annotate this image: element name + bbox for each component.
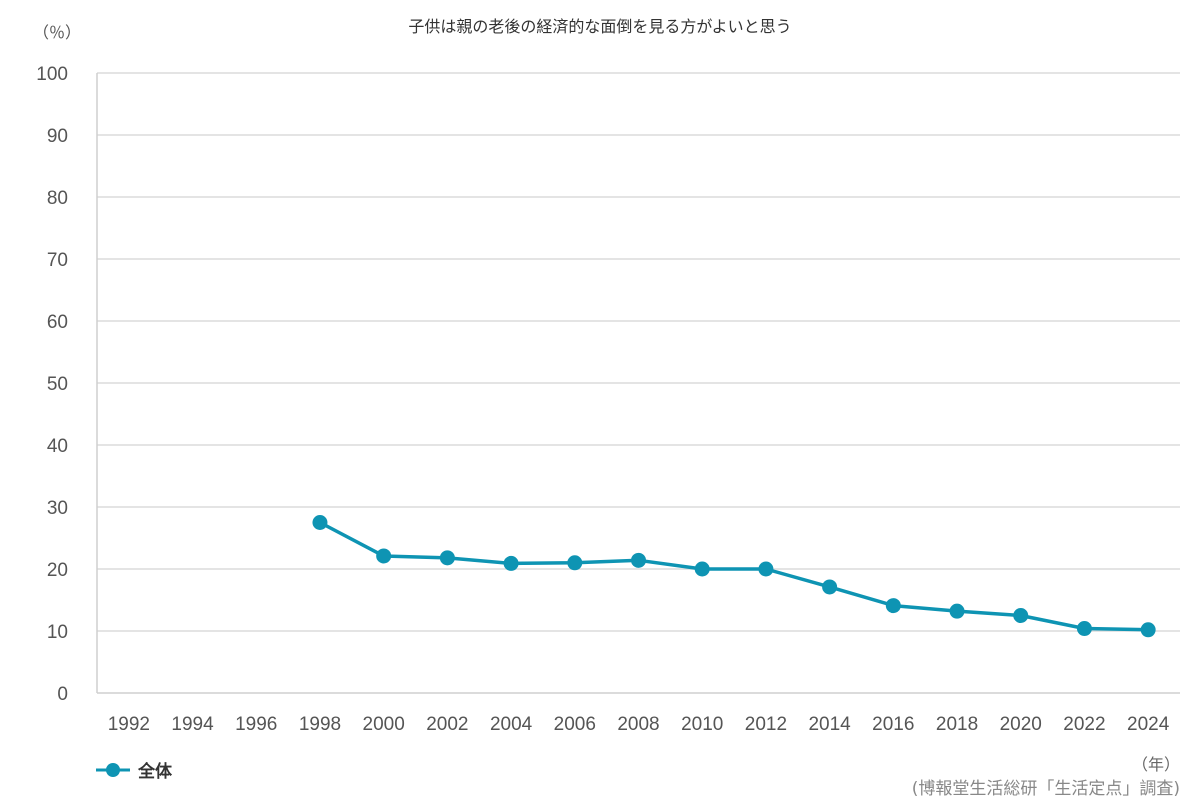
y-tick-label: 20 (47, 560, 68, 581)
chart-title: 子供は親の老後の経済的な面倒を見る方がよいと思う (408, 17, 792, 36)
y-tick-label: 60 (47, 312, 68, 333)
series-line (319, 520, 1149, 632)
data-point (503, 555, 519, 571)
y-tick-label: 80 (47, 188, 68, 209)
x-tick-label: 2002 (426, 714, 468, 735)
x-tick-label: 2006 (554, 714, 596, 735)
x-tick-label: 2018 (936, 714, 978, 735)
x-tick-label: 2004 (490, 714, 533, 735)
legend-marker-icon (96, 762, 130, 777)
data-point (376, 548, 392, 564)
legend-label: 全体 (138, 762, 172, 782)
x-tick-label: 2008 (617, 714, 659, 735)
data-point (822, 579, 838, 595)
y-tick-label: 0 (57, 684, 68, 705)
x-tick-label: 1992 (108, 714, 150, 735)
x-tick-label: 2014 (808, 714, 851, 735)
x-tick-label: 2024 (1127, 714, 1170, 735)
x-tick-label: 1996 (235, 714, 277, 735)
data-point (694, 561, 710, 577)
x-tick-label: 1994 (171, 714, 214, 735)
data-point (885, 598, 901, 614)
x-tick-label: 2022 (1063, 714, 1105, 735)
x-tick-label: 2016 (872, 714, 914, 735)
data-point (949, 603, 965, 619)
x-tick-label: 2000 (363, 714, 405, 735)
x-tick-label: 2020 (1000, 714, 1042, 735)
legend: 全体 (96, 757, 172, 782)
x-tick-label: 2012 (745, 714, 787, 735)
y-tick-label: 100 (36, 64, 68, 85)
y-tick-label: 30 (47, 498, 68, 519)
data-point (439, 550, 455, 566)
data-point (758, 561, 774, 577)
source-note: (博報堂生活総研「生活定点」調査) (911, 779, 1180, 799)
y-tick-label: 70 (47, 250, 68, 271)
data-point (631, 552, 646, 568)
y-tick-label: 40 (47, 436, 68, 457)
data-point (567, 555, 583, 571)
data-point (1013, 608, 1029, 623)
data-point (1076, 621, 1092, 637)
data-point (1140, 622, 1156, 638)
y-tick-label: 50 (47, 374, 68, 395)
x-tick-label: 1998 (299, 714, 341, 735)
data-point (312, 515, 328, 530)
y-tick-label: 10 (47, 622, 68, 643)
x-tick-label: 2010 (681, 714, 723, 735)
y-tick-label: 90 (47, 126, 68, 147)
x-axis-unit: （年） (1131, 755, 1180, 774)
y-axis-unit: （％） (33, 23, 82, 42)
